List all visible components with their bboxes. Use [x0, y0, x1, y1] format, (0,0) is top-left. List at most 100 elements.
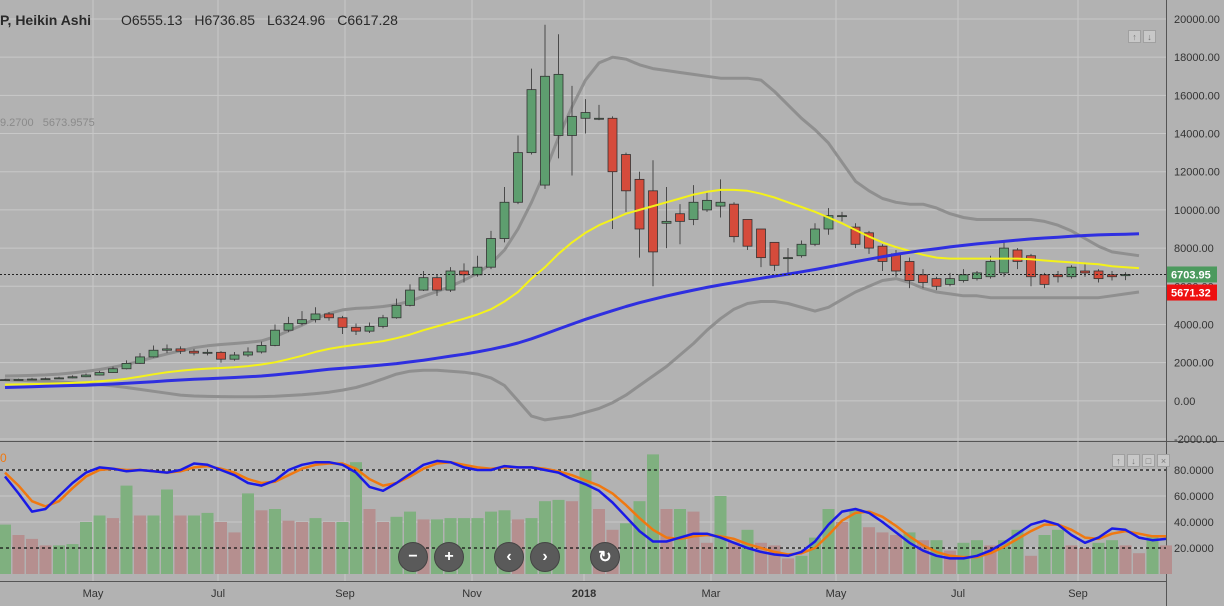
candle-body: [729, 203, 739, 238]
time-tick-label: Jul: [211, 588, 225, 600]
heikin-ashi-candle: [229, 351, 240, 361]
candle-body: [553, 73, 564, 136]
stoch-tick-label: 60.0000: [1174, 491, 1214, 503]
candle-body: [594, 117, 604, 120]
histogram-bar: [0, 524, 11, 574]
candle-body: [81, 374, 91, 378]
candle-body: [472, 266, 483, 276]
histogram-bar: [1133, 553, 1145, 574]
candle-body: [621, 154, 631, 192]
price-tick-label: 20000.00: [1174, 14, 1220, 26]
candle-body: [337, 317, 348, 328]
heikin-ashi-candle: [729, 202, 739, 243]
indicator-value-1: 9.2700: [0, 117, 34, 129]
close-value: C6617.28: [337, 12, 398, 28]
pane-up-icon[interactable]: ↑: [1128, 30, 1141, 43]
histogram-bar: [120, 485, 133, 574]
histogram-bar: [930, 540, 943, 574]
candle-body: [1107, 274, 1117, 278]
reset-button[interactable]: ↻: [590, 542, 620, 572]
candle-body: [607, 117, 618, 173]
heikin-ashi-candle: [189, 348, 199, 356]
symbol-title: P, Heikin Ashi: [0, 12, 92, 28]
histogram-bar: [795, 555, 808, 574]
heikin-ashi-candle: [1066, 265, 1077, 279]
heikin-ashi-candle: [931, 276, 942, 291]
heikin-ashi-candle: [540, 24, 550, 189]
candle-body: [40, 378, 51, 381]
candle-body: [175, 348, 186, 352]
heikin-ashi-candle: [904, 257, 915, 289]
heikin-ashi-candle: [850, 223, 861, 249]
candle-body: [1039, 274, 1050, 285]
zoom-in-button[interactable]: +: [434, 542, 464, 572]
candle-body: [634, 178, 645, 230]
histogram-bar: [822, 509, 835, 574]
time-tick-label: Sep: [1068, 588, 1088, 600]
heikin-ashi-candle: [405, 284, 415, 307]
histogram-bar: [161, 489, 173, 574]
low-value: L6324.96: [266, 12, 326, 28]
candle-body: [918, 274, 928, 283]
time-tick-label: 2018: [572, 588, 596, 600]
histogram-bar: [647, 454, 659, 574]
candle-body: [486, 238, 496, 268]
candle-body: [540, 75, 550, 186]
price-tick-label: 18000.00: [1174, 52, 1220, 64]
zoom-out-button[interactable]: −: [398, 542, 428, 572]
histogram-bar: [1146, 535, 1159, 574]
pane-down-icon[interactable]: ↓: [1143, 30, 1156, 43]
heikin-ashi-candle: [918, 269, 928, 289]
maximize-icon[interactable]: □: [1142, 454, 1155, 467]
pane-down-icon[interactable]: ↓: [1127, 454, 1140, 467]
heikin-ashi-candle: [783, 248, 793, 275]
heikin-ashi-candle: [702, 192, 712, 212]
histogram-bar: [363, 509, 376, 574]
histogram-bar: [66, 544, 79, 574]
candle-body: [810, 228, 820, 245]
candle-body: [297, 319, 307, 324]
heikin-ashi-candle: [769, 241, 780, 271]
histogram-bar: [26, 538, 38, 574]
price-tick-label: 2000.00: [1174, 358, 1214, 370]
histogram-bar: [39, 545, 52, 574]
candle-body: [283, 323, 294, 331]
histogram-bar: [849, 509, 862, 574]
heikin-ashi-candle: [526, 68, 537, 155]
heikin-ashi-candle: [337, 315, 348, 334]
stoch-k-line: [4, 459, 1167, 560]
heikin-ashi-candle: [594, 104, 604, 121]
candle-body: [1066, 266, 1077, 278]
candle-body: [310, 313, 321, 321]
candle-body: [877, 245, 888, 262]
chart-navigation: − + ‹ › ↻: [398, 542, 620, 574]
candle-body: [715, 201, 726, 207]
scroll-right-button[interactable]: ›: [530, 542, 560, 572]
candle-body: [499, 201, 510, 239]
heikin-ashi-candle: [270, 324, 280, 347]
ema-long-line: [4, 232, 1140, 389]
candle-body: [985, 261, 996, 278]
candle-body: [661, 220, 672, 224]
candle-body: [162, 348, 172, 351]
heikin-ashi-candle: [756, 228, 766, 268]
heikin-ashi-candle: [351, 323, 361, 335]
heikin-ashi-candle: [135, 353, 145, 364]
histogram-bar: [215, 522, 227, 574]
candle-body: [405, 289, 415, 306]
indicator-legend: 9.2700 5673.9575: [0, 117, 101, 129]
close-icon[interactable]: ×: [1157, 454, 1170, 467]
heikin-ashi-candle: [972, 271, 982, 281]
candle-body: [688, 201, 699, 220]
heikin-ashi-candle: [0, 378, 10, 382]
pane-up-icon[interactable]: ↑: [1112, 454, 1125, 467]
main-pane-controls: ↑ ↓: [1128, 30, 1156, 43]
candle-body: [135, 356, 145, 364]
scroll-left-button[interactable]: ‹: [494, 542, 524, 572]
heikin-ashi-candle: [486, 230, 496, 270]
heikin-ashi-candle: [864, 230, 874, 254]
price-pane: [0, 0, 1166, 441]
other-price-label-bg: [1167, 284, 1217, 301]
heikin-ashi-candle: [648, 160, 658, 287]
